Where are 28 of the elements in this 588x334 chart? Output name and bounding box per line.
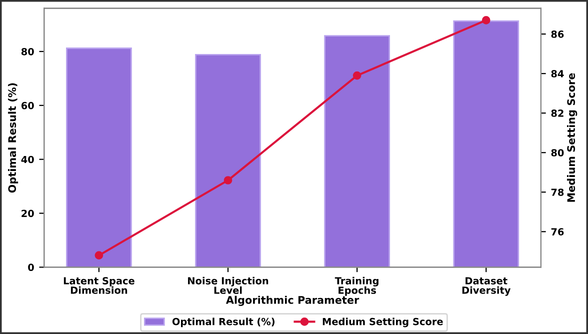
x-tick-label: Latent Space Dimension xyxy=(64,277,134,294)
point xyxy=(224,176,232,184)
y2-tick-label: 78 xyxy=(551,188,564,196)
point xyxy=(482,16,490,24)
x-tick-label: Training Epochs xyxy=(334,276,378,296)
bar xyxy=(324,35,390,268)
y2-axis-title: Medium Setting Score xyxy=(566,73,578,202)
y2-tick-label: 86 xyxy=(551,30,564,38)
legend-label: Medium Setting Score xyxy=(322,318,443,328)
y2-tick-label: 82 xyxy=(551,110,564,117)
x-tick-label: Noise Injection Level xyxy=(188,276,268,294)
y2-tick-label: 80 xyxy=(551,149,564,156)
y-axis-title: Optimal Result (%) xyxy=(8,83,18,193)
y-tick-label: 60 xyxy=(21,102,34,110)
y-tick-label: 20 xyxy=(22,210,34,218)
bar xyxy=(453,20,520,268)
bar xyxy=(195,54,261,268)
legend-label: Optimal Result (%) xyxy=(172,318,274,328)
y-tick-label: 40 xyxy=(21,156,34,164)
y-tick-label: 80 xyxy=(21,48,34,56)
y-tick-label: 0 xyxy=(28,264,34,272)
y2-tick-label: 76 xyxy=(551,228,564,236)
y2-tick-label: 84 xyxy=(551,70,564,78)
x-axis-title: Algorithmic Parameter xyxy=(226,296,360,306)
point xyxy=(352,71,362,80)
bar xyxy=(66,48,132,268)
x-tick-label: Dataset Diversity xyxy=(462,277,511,296)
point xyxy=(94,251,104,260)
